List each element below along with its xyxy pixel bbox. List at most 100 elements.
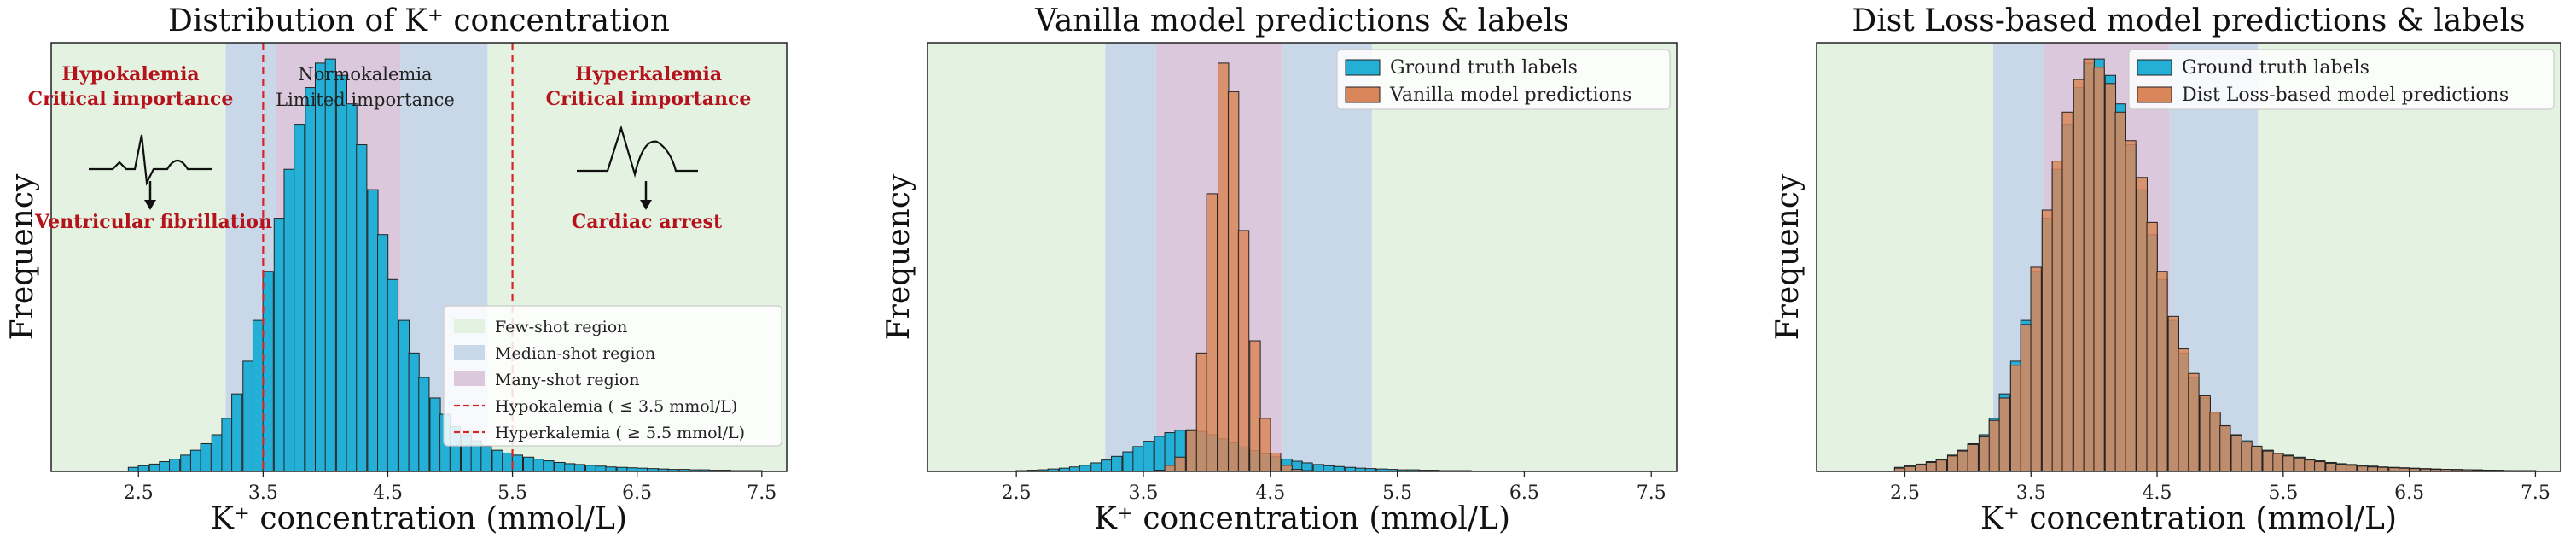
plot-frame bbox=[927, 42, 1678, 472]
plot-area bbox=[127, 58, 763, 471]
bar-series2 bbox=[2125, 140, 2137, 471]
bar-series1 bbox=[305, 87, 317, 471]
bar-series1 bbox=[159, 461, 171, 471]
bar-series2 bbox=[1195, 352, 1208, 471]
bar-series2 bbox=[2335, 464, 2347, 471]
bar-series1 bbox=[429, 397, 441, 471]
region-band-few-shot-region bbox=[2258, 43, 2561, 471]
bar-series2 bbox=[1259, 418, 1271, 471]
bar-series1 bbox=[387, 278, 398, 471]
chart-title: Vanilla model predictions & labels bbox=[1034, 3, 1569, 38]
region-band-median-shot-region bbox=[1105, 43, 1156, 471]
bar-series1 bbox=[169, 459, 181, 471]
legend-swatch bbox=[2137, 59, 2172, 76]
ventricular-fibrillation-label: Ventricular fibrillation bbox=[34, 211, 272, 233]
bar-series1 bbox=[324, 58, 336, 471]
bar-series1 bbox=[585, 465, 597, 471]
x-tick-label: 4.5 bbox=[1255, 482, 1285, 504]
bar-series2 bbox=[1988, 419, 2001, 471]
bar-series2 bbox=[2199, 395, 2211, 471]
bar-series1 bbox=[200, 442, 212, 471]
legend-swatch bbox=[454, 319, 485, 333]
bar-series2 bbox=[2167, 315, 2179, 471]
plot-frame bbox=[50, 42, 788, 472]
bar-series2 bbox=[1957, 450, 1969, 471]
bar-series1 bbox=[605, 466, 617, 471]
chart-panel-1: 2.5 3.5 4.5 5.5 6.5 7.5 Distribution of K⁺ con… bbox=[5, 3, 788, 536]
bar-series2 bbox=[1925, 461, 1938, 471]
bar-series2 bbox=[2041, 209, 2054, 471]
bar-series2 bbox=[1185, 430, 1198, 471]
x-tick-label: 6.5 bbox=[1509, 482, 1539, 504]
plot-area bbox=[1893, 58, 2537, 471]
bar-series1 bbox=[1323, 465, 1335, 471]
x-tick-label: 4.5 bbox=[373, 482, 403, 504]
legend-label: Median-shot region bbox=[495, 344, 655, 363]
bar-series1 bbox=[1333, 465, 1345, 471]
legend-box bbox=[443, 305, 782, 447]
hyperkalemia-importance: Critical importance bbox=[546, 88, 752, 110]
bar-series1 bbox=[480, 445, 492, 471]
bar-series1 bbox=[252, 319, 265, 471]
bar-series2 bbox=[2061, 111, 2073, 471]
bar-series2 bbox=[2376, 466, 2389, 471]
bar-series2 bbox=[2104, 83, 2117, 471]
bar-series1 bbox=[180, 454, 192, 471]
x-tick-label: 3.5 bbox=[2016, 482, 2046, 504]
bar-series2 bbox=[2209, 412, 2221, 471]
bar-series2 bbox=[2251, 446, 2263, 471]
bar-series2 bbox=[2178, 348, 2189, 471]
bar-series2 bbox=[2219, 424, 2231, 471]
hypokalemia-importance: Critical importance bbox=[28, 88, 234, 110]
bar-series1 bbox=[356, 144, 368, 471]
hyperkalemia-ecg-icon bbox=[577, 125, 698, 178]
region-band-few-shot-region bbox=[1817, 43, 1993, 471]
plot-frame bbox=[1816, 42, 2561, 472]
x-tick-label: 6.5 bbox=[622, 482, 652, 504]
bar-series1 bbox=[211, 434, 223, 471]
bar-series2 bbox=[1270, 452, 1282, 471]
bar-series1 bbox=[502, 452, 514, 471]
x-axis-label: K⁺ concentration (mmol/L) bbox=[1094, 501, 1510, 536]
bar-series1 bbox=[595, 465, 607, 471]
bar-series2 bbox=[2241, 442, 2253, 471]
chart-title: Dist Loss-based model predictions & labe… bbox=[1852, 3, 2525, 38]
bar-series2 bbox=[2073, 79, 2085, 471]
x-tick-label: 2.5 bbox=[124, 482, 154, 504]
bar-series2 bbox=[2357, 465, 2369, 471]
bar-series1 bbox=[522, 456, 535, 471]
hypo-arrow-head bbox=[144, 200, 156, 210]
bar-series2 bbox=[1946, 455, 1959, 471]
bar-series2 bbox=[2146, 221, 2158, 471]
hyper-arrow-head bbox=[640, 200, 652, 210]
bar-series2 bbox=[1174, 456, 1186, 471]
bar-series2 bbox=[2304, 459, 2316, 471]
x-tick-label: 3.5 bbox=[248, 482, 278, 504]
bar-series2 bbox=[1998, 397, 2010, 471]
x-tick-label: 7.5 bbox=[2521, 482, 2550, 504]
bar-series2 bbox=[2093, 67, 2105, 471]
bar-series2 bbox=[2314, 461, 2326, 471]
y-axis-label: Frequency bbox=[1771, 173, 1806, 340]
bar-series1 bbox=[1132, 446, 1144, 471]
x-tick-label: 2.5 bbox=[1890, 482, 1920, 504]
bar-series2 bbox=[2114, 111, 2126, 471]
legend-label: Hypokalemia ( ≤ 3.5 mmol/L) bbox=[495, 397, 737, 416]
legend-swatch bbox=[1345, 59, 1381, 76]
bar-series1 bbox=[231, 393, 243, 471]
x-axis-label: K⁺ concentration (mmol/L) bbox=[1980, 501, 2397, 536]
region-band-few-shot-region bbox=[51, 43, 226, 471]
x-tick-label: 7.5 bbox=[1637, 482, 1666, 504]
bar-series1 bbox=[554, 461, 566, 471]
bar-series2 bbox=[2346, 465, 2358, 471]
bar-series1 bbox=[1312, 464, 1325, 471]
bar-series1 bbox=[1068, 466, 1081, 471]
normokalemia-label: Normokalemia bbox=[298, 64, 432, 85]
bar-series1 bbox=[1101, 459, 1113, 471]
bar-series2 bbox=[2294, 457, 2306, 471]
bar-series2 bbox=[2262, 450, 2274, 471]
bar-series1 bbox=[532, 459, 544, 471]
bar-series2 bbox=[1904, 465, 1916, 471]
normokalemia-importance: Limited importance bbox=[276, 90, 455, 110]
